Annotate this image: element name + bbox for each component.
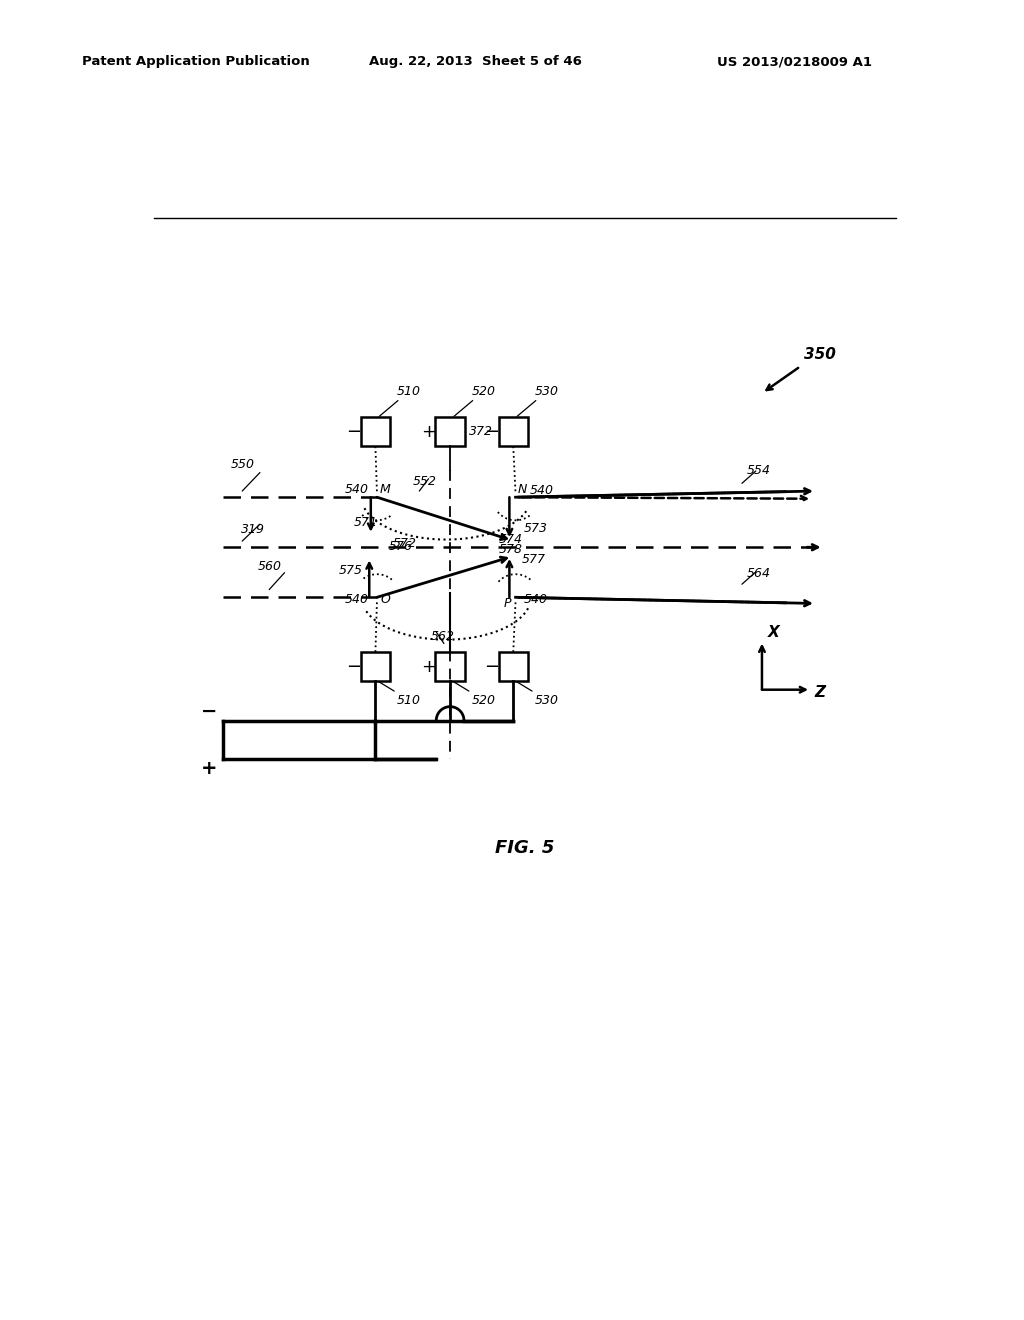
Bar [435, 652, 465, 681]
Text: +: + [421, 422, 436, 441]
Text: 550: 550 [230, 458, 255, 471]
Text: US 2013/0218009 A1: US 2013/0218009 A1 [717, 55, 871, 69]
Text: 552: 552 [413, 475, 437, 488]
Text: 554: 554 [746, 465, 770, 477]
Text: 520: 520 [454, 682, 496, 706]
Text: 540: 540 [523, 594, 547, 606]
Text: 530: 530 [517, 385, 559, 416]
Bar [360, 417, 390, 446]
Text: 564: 564 [746, 566, 770, 579]
Text: Z: Z [814, 685, 825, 701]
Text: 510: 510 [379, 385, 421, 416]
Text: +: + [201, 759, 217, 777]
Text: −: − [346, 422, 361, 441]
Text: −: − [201, 702, 217, 721]
Text: 560: 560 [258, 560, 282, 573]
Text: FIG. 5: FIG. 5 [496, 838, 554, 857]
Text: −: − [346, 657, 361, 676]
Text: 574: 574 [499, 533, 522, 546]
Text: 571: 571 [354, 516, 378, 529]
Text: Patent Application Publication: Patent Application Publication [82, 55, 309, 69]
Bar [360, 652, 390, 681]
Text: 540: 540 [529, 484, 553, 498]
Text: 372: 372 [469, 425, 493, 438]
Text: −: − [484, 657, 500, 676]
Bar [435, 417, 465, 446]
Text: O: O [380, 594, 390, 606]
Bar [499, 652, 528, 681]
Text: Aug. 22, 2013  Sheet 5 of 46: Aug. 22, 2013 Sheet 5 of 46 [369, 55, 582, 69]
Text: 562: 562 [431, 630, 455, 643]
Text: 575: 575 [339, 564, 362, 577]
Text: +: + [421, 657, 436, 676]
Text: 572: 572 [392, 537, 417, 550]
Text: 576: 576 [388, 540, 413, 553]
Text: M: M [380, 483, 391, 495]
Text: 520: 520 [454, 385, 496, 416]
Text: 530: 530 [517, 682, 559, 706]
Bar [499, 417, 528, 446]
Text: −: − [484, 422, 500, 441]
Text: 578: 578 [499, 543, 522, 556]
Text: 540: 540 [345, 483, 369, 495]
Text: 577: 577 [521, 553, 546, 566]
Text: N: N [518, 483, 527, 495]
Text: X: X [768, 626, 780, 640]
Text: 573: 573 [523, 521, 547, 535]
Text: 319: 319 [241, 524, 264, 536]
Text: 510: 510 [379, 682, 421, 706]
Text: 540: 540 [345, 594, 369, 606]
Text: 350: 350 [804, 347, 837, 363]
Text: P: P [504, 597, 512, 610]
